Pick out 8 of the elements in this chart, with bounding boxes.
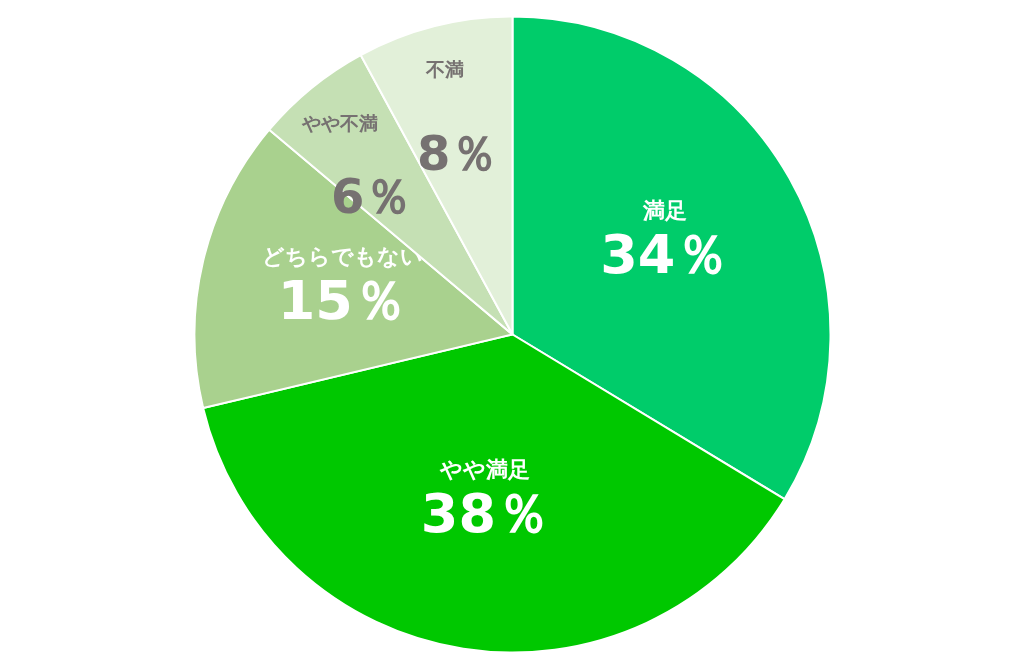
data-label: 15％ xyxy=(277,268,407,332)
slice-label: 不満 xyxy=(425,58,465,81)
slice-label: 満足 xyxy=(641,198,687,224)
slice-label: やや不満 xyxy=(300,111,378,134)
data-label: 34％ xyxy=(600,223,730,287)
slice-label: やや満足 xyxy=(439,456,531,482)
data-label: 8％ xyxy=(416,125,499,182)
data-label: 38％ xyxy=(420,481,550,545)
